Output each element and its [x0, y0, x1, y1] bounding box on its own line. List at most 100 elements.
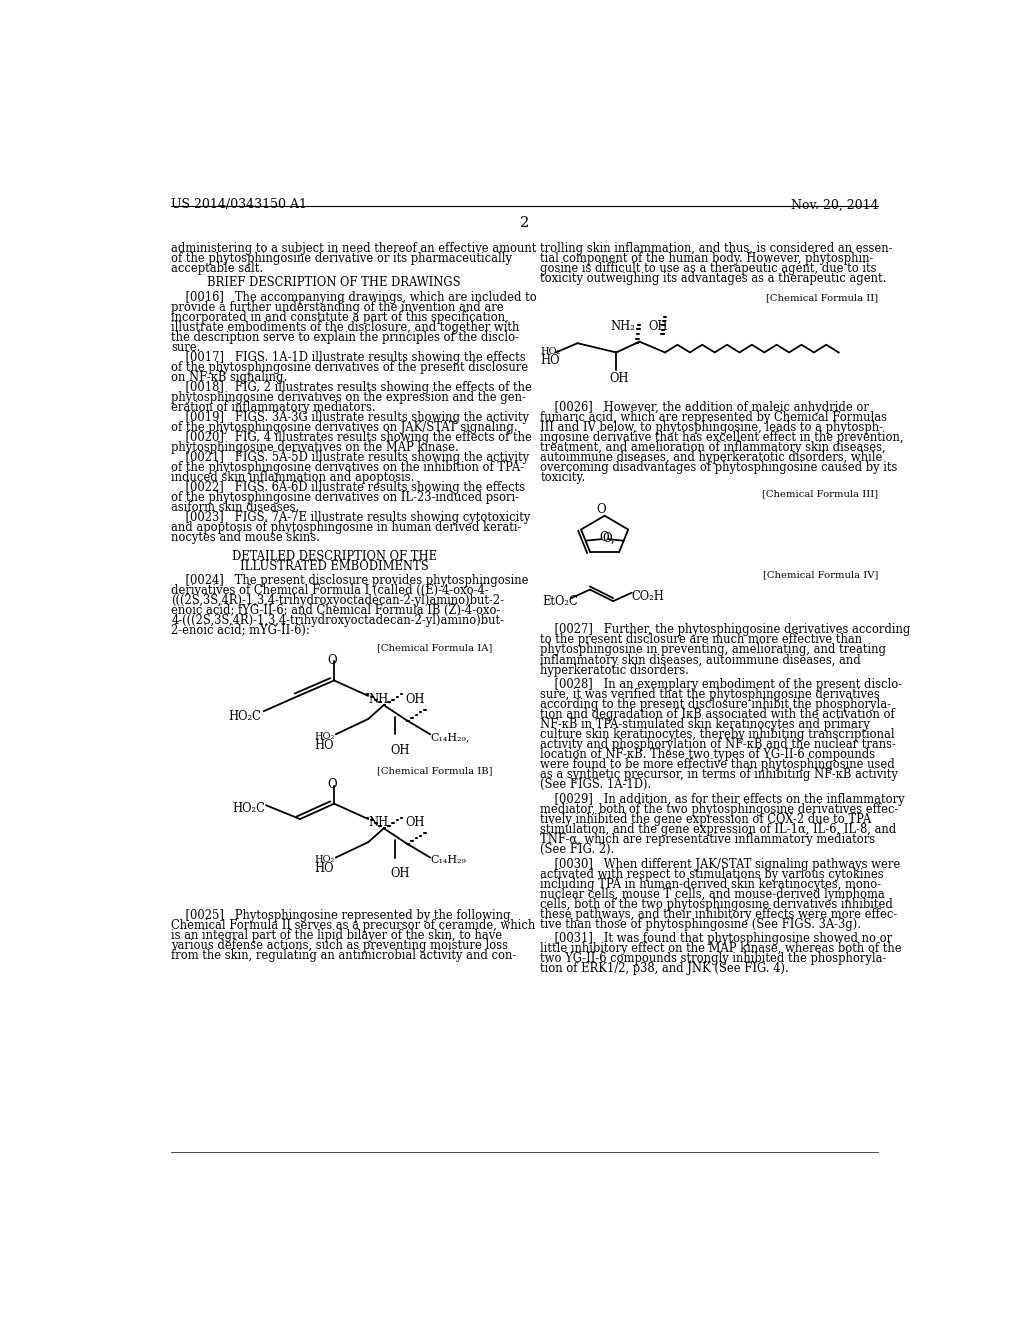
- Text: of the phytosphingosine derivatives on IL-23-induced psori-: of the phytosphingosine derivatives on I…: [171, 491, 519, 504]
- Text: (((2S,3S,4R)-1,3,4-trihydroxyoctadecan-2-yl)amino)but-2-: (((2S,3S,4R)-1,3,4-trihydroxyoctadecan-2…: [171, 594, 505, 607]
- Text: autoimmune diseases, and hyperkeratotic disorders, while: autoimmune diseases, and hyperkeratotic …: [541, 451, 883, 465]
- Text: tive than those of phytosphingosine (See FIGS. 3A-3g).: tive than those of phytosphingosine (See…: [541, 917, 861, 931]
- Text: BRIEF DESCRIPTION OF THE DRAWINGS: BRIEF DESCRIPTION OF THE DRAWINGS: [207, 276, 461, 289]
- Text: phytosphingosine in preventing, ameliorating, and treating: phytosphingosine in preventing, ameliora…: [541, 644, 887, 656]
- Text: [0026]   However, the addition of maleic anhydride or: [0026] However, the addition of maleic a…: [541, 401, 869, 414]
- Text: [0021]   FIGS. 5A-5D illustrate results showing the activity: [0021] FIGS. 5A-5D illustrate results sh…: [171, 451, 529, 465]
- Text: toxicity outweighing its advantages as a therapeutic agent.: toxicity outweighing its advantages as a…: [541, 272, 887, 285]
- Text: nuclear cells, mouse T cells, and mouse-derived lymphoma: nuclear cells, mouse T cells, and mouse-…: [541, 887, 885, 900]
- Text: enoic acid; fYG-II-6; and Chemical Formula IB (Z)-4-oxo-: enoic acid; fYG-II-6; and Chemical Formu…: [171, 605, 501, 618]
- Text: [0024]   The present disclosure provides phytosphingosine: [0024] The present disclosure provides p…: [171, 574, 529, 587]
- Text: tion and degradation of IκB associated with the activation of: tion and degradation of IκB associated w…: [541, 708, 895, 721]
- Text: (See FIG. 2).: (See FIG. 2).: [541, 843, 614, 855]
- Text: [Chemical Formula IA]: [Chemical Formula IA]: [377, 644, 493, 652]
- Text: treatment, and amelioration of inflammatory skin diseases,: treatment, and amelioration of inflammat…: [541, 441, 886, 454]
- Text: [0031]   It was found that phytosphingosine showed no or: [0031] It was found that phytosphingosin…: [541, 932, 893, 945]
- Text: the description serve to explain the principles of the disclo-: the description serve to explain the pri…: [171, 331, 519, 345]
- Text: NF-κB in TPA-stimulated skin keratinocytes and primary: NF-κB in TPA-stimulated skin keratinocyt…: [541, 718, 870, 731]
- Text: NH: NH: [369, 816, 388, 829]
- Text: 4-(((2S,3S,4R)-1,3,4-trihydroxyoctadecan-2-yl)amino)but-: 4-(((2S,3S,4R)-1,3,4-trihydroxyoctadecan…: [171, 614, 505, 627]
- Text: two YG-II-6 compounds strongly inhibited the phosphoryla-: two YG-II-6 compounds strongly inhibited…: [541, 952, 887, 965]
- Text: 2: 2: [520, 216, 529, 230]
- Text: eration of inflammatory mediators.: eration of inflammatory mediators.: [171, 401, 376, 414]
- Text: OH: OH: [649, 321, 669, 333]
- Text: activity and phosphorylation of NF-κB and the nuclear trans-: activity and phosphorylation of NF-κB an…: [541, 738, 896, 751]
- Text: (See FIGS. 1A-1D).: (See FIGS. 1A-1D).: [541, 779, 651, 791]
- Text: including TPA in human-derived skin keratinocytes, mono-: including TPA in human-derived skin kera…: [541, 878, 882, 891]
- Text: O: O: [327, 653, 337, 667]
- Text: of the phytosphingosine derivatives of the present disclosure: of the phytosphingosine derivatives of t…: [171, 360, 528, 374]
- Text: overcoming disadvantages of phytosphingosine caused by its: overcoming disadvantages of phytosphingo…: [541, 461, 898, 474]
- Text: tial component of the human body. However, phytosphin-: tial component of the human body. Howeve…: [541, 252, 873, 264]
- Text: [0016]   The accompanying drawings, which are included to: [0016] The accompanying drawings, which …: [171, 290, 538, 304]
- Text: Chemical Formula II serves as a precursor of ceramide, which: Chemical Formula II serves as a precurso…: [171, 919, 536, 932]
- Text: little inhibitory effect on the MAP kinase, whereas both of the: little inhibitory effect on the MAP kina…: [541, 942, 902, 956]
- Text: inflammatory skin diseases, autoimmune diseases, and: inflammatory skin diseases, autoimmune d…: [541, 653, 861, 667]
- Text: HO₂: HO₂: [541, 347, 560, 356]
- Text: C₁₄H₂₉: C₁₄H₂₉: [430, 855, 466, 865]
- Text: O,: O,: [602, 532, 615, 544]
- Text: induced skin inflammation and apoptosis.: induced skin inflammation and apoptosis.: [171, 471, 415, 484]
- Text: gosine is difficult to use as a therapeutic agent, due to its: gosine is difficult to use as a therapeu…: [541, 261, 877, 275]
- Text: HO₂C: HO₂C: [228, 710, 261, 723]
- Text: HO₂: HO₂: [314, 733, 334, 741]
- Text: provide a further understanding of the invention and are: provide a further understanding of the i…: [171, 301, 504, 314]
- Text: incorporated in and constitute a part of this specification,: incorporated in and constitute a part of…: [171, 312, 509, 323]
- Text: phytosphingosine derivatives on the MAP kinase.: phytosphingosine derivatives on the MAP …: [171, 441, 459, 454]
- Text: fumaric acid, which are represented by Chemical Formulas: fumaric acid, which are represented by C…: [541, 411, 888, 424]
- Text: location of NF-κB. These two types of YG-II-6 compounds: location of NF-κB. These two types of YG…: [541, 748, 876, 762]
- Text: Nov. 20, 2014: Nov. 20, 2014: [791, 198, 879, 211]
- Text: these pathways, and their inhibitory effects were more effec-: these pathways, and their inhibitory eff…: [541, 908, 898, 920]
- Text: of the phytosphingosine derivatives on JAK/STAT signaling.: of the phytosphingosine derivatives on J…: [171, 421, 518, 434]
- Text: according to the present disclosure inhibit the phosphoryla-: according to the present disclosure inhi…: [541, 698, 891, 711]
- Text: acceptable salt.: acceptable salt.: [171, 261, 263, 275]
- Text: [Chemical Formula IB]: [Chemical Formula IB]: [377, 767, 493, 776]
- Text: asiform skin diseases.: asiform skin diseases.: [171, 502, 300, 513]
- Text: hyperkeratotic disorders.: hyperkeratotic disorders.: [541, 664, 689, 677]
- Text: [0017]   FIGS. 1A-1D illustrate results showing the effects: [0017] FIGS. 1A-1D illustrate results sh…: [171, 351, 526, 364]
- Text: DETAILED DESCRIPTION OF THE: DETAILED DESCRIPTION OF THE: [231, 549, 436, 562]
- Text: on NF-κB signaling.: on NF-κB signaling.: [171, 371, 288, 384]
- Text: NH: NH: [369, 693, 388, 706]
- Text: [Chemical Formula III]: [Chemical Formula III]: [762, 490, 879, 499]
- Text: [0019]   FIGS. 3A-3G illustrate results showing the activity: [0019] FIGS. 3A-3G illustrate results sh…: [171, 411, 529, 424]
- Text: sure, it was verified that the phytosphingosine derivatives: sure, it was verified that the phytosphi…: [541, 688, 880, 701]
- Text: sure.: sure.: [171, 341, 201, 354]
- Text: and apoptosis of phytosphingosine in human derived kerati-: and apoptosis of phytosphingosine in hum…: [171, 521, 522, 535]
- Text: [0028]   In an exemplary embodiment of the present disclo-: [0028] In an exemplary embodiment of the…: [541, 678, 902, 692]
- Text: III and IV below, to phytosphingosine, leads to a phytosph-: III and IV below, to phytosphingosine, l…: [541, 421, 884, 434]
- Text: were found to be more effective than phytosphingosine used: were found to be more effective than phy…: [541, 758, 895, 771]
- Text: [0018]   FIG. 2 illustrates results showing the effects of the: [0018] FIG. 2 illustrates results showin…: [171, 381, 532, 393]
- Text: 2-enoic acid; mYG-II-6):: 2-enoic acid; mYG-II-6):: [171, 624, 310, 638]
- Text: from the skin, regulating an antimicrobial activity and con-: from the skin, regulating an antimicrobi…: [171, 949, 517, 962]
- Text: trolling skin inflammation, and thus, is considered an essen-: trolling skin inflammation, and thus, is…: [541, 242, 893, 255]
- Text: tively inhibited the gene expression of COX-2 due to TPA: tively inhibited the gene expression of …: [541, 813, 871, 826]
- Text: OH: OH: [406, 693, 425, 706]
- Text: [0022]   FIGS. 6A-6D illustrate results showing the effects: [0022] FIGS. 6A-6D illustrate results sh…: [171, 480, 525, 494]
- Text: of the phytosphingosine derivatives on the inhibition of TPA-: of the phytosphingosine derivatives on t…: [171, 461, 524, 474]
- Text: OH: OH: [391, 743, 411, 756]
- Text: as a synthetic precursor, in terms of inhibiting NF-κB activity: as a synthetic precursor, in terms of in…: [541, 768, 898, 781]
- Text: various defense actions, such as preventing moisture loss: various defense actions, such as prevent…: [171, 940, 508, 952]
- Text: HO₂: HO₂: [314, 855, 334, 865]
- Text: toxicity.: toxicity.: [541, 471, 586, 484]
- Text: O: O: [596, 503, 605, 516]
- Text: to the present disclosure are much more effective than: to the present disclosure are much more …: [541, 634, 862, 647]
- Text: OH: OH: [391, 867, 411, 880]
- Text: cells, both of the two phytosphingosine derivatives inhibited: cells, both of the two phytosphingosine …: [541, 898, 893, 911]
- Text: nocytes and mouse skins.: nocytes and mouse skins.: [171, 531, 321, 544]
- Text: [0030]   When different JAK/STAT signaling pathways were: [0030] When different JAK/STAT signaling…: [541, 858, 900, 871]
- Text: [0020]   FIG. 4 illustrates results showing the effects of the: [0020] FIG. 4 illustrates results showin…: [171, 430, 532, 444]
- Text: [0029]   In addition, as for their effects on the inflammatory: [0029] In addition, as for their effects…: [541, 793, 905, 807]
- Text: EtO₂C: EtO₂C: [542, 595, 578, 609]
- Text: [0025]   Phytosphingosine represented by the following: [0025] Phytosphingosine represented by t…: [171, 909, 511, 923]
- Text: HO: HO: [314, 739, 334, 752]
- Text: phytosphingosine derivatives on the expression and the gen-: phytosphingosine derivatives on the expr…: [171, 391, 526, 404]
- Text: O: O: [599, 532, 608, 544]
- Text: illustrate embodiments of the disclosure, and together with: illustrate embodiments of the disclosure…: [171, 321, 520, 334]
- Text: [0023]   FIGS. 7A-7E illustrate results showing cytotoxicity: [0023] FIGS. 7A-7E illustrate results sh…: [171, 511, 530, 524]
- Text: [0027]   Further, the phytosphingosine derivatives according: [0027] Further, the phytosphingosine der…: [541, 623, 910, 636]
- Text: US 2014/0343150 A1: US 2014/0343150 A1: [171, 198, 307, 211]
- Text: derivatives of Chemical Formula I (called ((E)-4-oxo-4-: derivatives of Chemical Formula I (calle…: [171, 585, 489, 597]
- Text: O: O: [327, 779, 337, 791]
